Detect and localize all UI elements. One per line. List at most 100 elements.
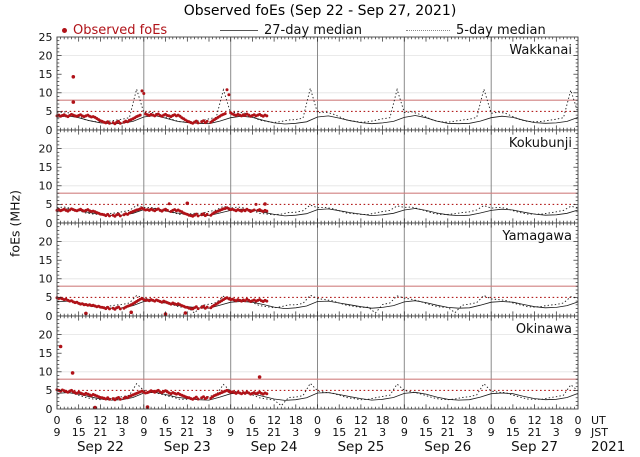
svg-text:15: 15 [159, 426, 173, 439]
threshold-lines [57, 285, 578, 298]
svg-text:15: 15 [332, 426, 346, 439]
svg-text:6: 6 [423, 414, 430, 427]
panel-wakkanai: 0 5 10 15 20 25 Wakkanai [39, 31, 579, 137]
svg-text:21: 21 [441, 426, 455, 439]
dotted-line-icon [406, 29, 450, 31]
svg-text:21: 21 [528, 426, 542, 439]
panel-yamagawa: 0 5 10 15 20 Yamagawa [39, 222, 579, 323]
svg-text:0: 0 [401, 414, 408, 427]
svg-text:20: 20 [39, 49, 53, 62]
svg-text:20: 20 [39, 328, 53, 341]
panel-kokubunji: 0 5 10 15 20 Kokubunji [39, 129, 579, 230]
svg-text:5: 5 [46, 198, 53, 211]
svg-text:10: 10 [39, 180, 53, 193]
observed-points [55, 75, 269, 126]
svg-text:3: 3 [466, 426, 473, 439]
svg-text:15: 15 [245, 426, 259, 439]
svg-text:15: 15 [39, 254, 53, 267]
svg-text:Okinawa: Okinawa [516, 322, 572, 337]
svg-text:0: 0 [227, 414, 234, 427]
svg-text:9: 9 [227, 426, 234, 439]
solid-line-icon [220, 29, 258, 31]
svg-text:6: 6 [336, 414, 343, 427]
svg-text:15: 15 [506, 426, 520, 439]
svg-text:12: 12 [354, 414, 368, 427]
svg-text:12: 12 [441, 414, 455, 427]
y-axis-label: foEs (MHz) [7, 190, 23, 257]
svg-text:0: 0 [140, 414, 147, 427]
median27-line [56, 300, 579, 310]
svg-text:0: 0 [488, 414, 495, 427]
legend-median5-label: 5-day median [456, 22, 546, 38]
svg-text:0: 0 [575, 414, 582, 427]
svg-text:21: 21 [93, 426, 107, 439]
svg-text:18: 18 [115, 414, 129, 427]
svg-text:Yamagawa: Yamagawa [501, 229, 572, 244]
svg-text:25: 25 [39, 31, 53, 44]
svg-text:18: 18 [549, 414, 563, 427]
threshold-lines [57, 192, 578, 205]
svg-text:18: 18 [462, 414, 476, 427]
svg-text:18: 18 [202, 414, 216, 427]
svg-text:10: 10 [39, 87, 53, 100]
svg-text:5: 5 [46, 384, 53, 397]
svg-text:3: 3 [553, 426, 560, 439]
svg-text:21: 21 [354, 426, 368, 439]
svg-text:Kokubunji: Kokubunji [509, 136, 572, 151]
observed-points [55, 201, 269, 218]
svg-text:9: 9 [575, 426, 582, 439]
svg-text:9: 9 [488, 426, 495, 439]
svg-text:Sep 26: Sep 26 [424, 439, 471, 455]
svg-text:15: 15 [39, 68, 53, 81]
median27-line [56, 115, 579, 125]
svg-text:20: 20 [39, 235, 53, 248]
svg-text:0: 0 [54, 414, 61, 427]
svg-text:15: 15 [72, 426, 86, 439]
median5-line [56, 382, 579, 407]
svg-text:Sep 22: Sep 22 [77, 439, 124, 455]
svg-text:3: 3 [292, 426, 299, 439]
svg-text:5: 5 [46, 105, 53, 118]
svg-text:18: 18 [289, 414, 303, 427]
threshold-lines [57, 378, 578, 391]
svg-text:9: 9 [140, 426, 147, 439]
svg-text:0: 0 [46, 217, 53, 230]
svg-text:9: 9 [54, 426, 61, 439]
observed-points [55, 344, 269, 410]
svg-text:21: 21 [267, 426, 281, 439]
legend-median5: 5-day median [406, 22, 546, 38]
svg-text:21: 21 [180, 426, 194, 439]
svg-text:3: 3 [205, 426, 212, 439]
svg-text:2021: 2021 [591, 439, 625, 455]
median5-line [56, 294, 579, 314]
svg-text:0: 0 [314, 414, 321, 427]
svg-text:15: 15 [419, 426, 433, 439]
svg-text:3: 3 [119, 426, 126, 439]
svg-text:12: 12 [267, 414, 281, 427]
svg-text:6: 6 [509, 414, 516, 427]
svg-text:3: 3 [379, 426, 386, 439]
observed-dot-icon [62, 27, 67, 33]
svg-text:6: 6 [75, 414, 82, 427]
panel-okinawa: 0 5 10 15 20 Okinawa [39, 315, 579, 416]
svg-text:JST: JST [590, 426, 608, 439]
observed-points [55, 296, 269, 316]
svg-text:10: 10 [39, 273, 53, 286]
chart-title: Observed foEs (Sep 22 - Sep 27, 2021) [183, 3, 457, 19]
svg-text:5: 5 [46, 291, 53, 304]
svg-text:Wakkanai: Wakkanai [509, 43, 572, 58]
legend-median27: 27-day median [220, 22, 362, 38]
svg-text:15: 15 [39, 347, 53, 360]
svg-text:UT: UT [591, 414, 606, 427]
x-axis-labels: 0961512211830961512211830961512211830961… [54, 414, 626, 455]
legend-median27-label: 27-day median [264, 22, 363, 38]
svg-text:0: 0 [46, 310, 53, 323]
svg-text:12: 12 [528, 414, 542, 427]
svg-text:0: 0 [46, 124, 53, 137]
svg-text:Sep 24: Sep 24 [251, 439, 298, 455]
svg-text:6: 6 [162, 414, 169, 427]
svg-text:Sep 27: Sep 27 [511, 439, 558, 455]
legend-observed-label: Observed foEs [73, 22, 168, 38]
